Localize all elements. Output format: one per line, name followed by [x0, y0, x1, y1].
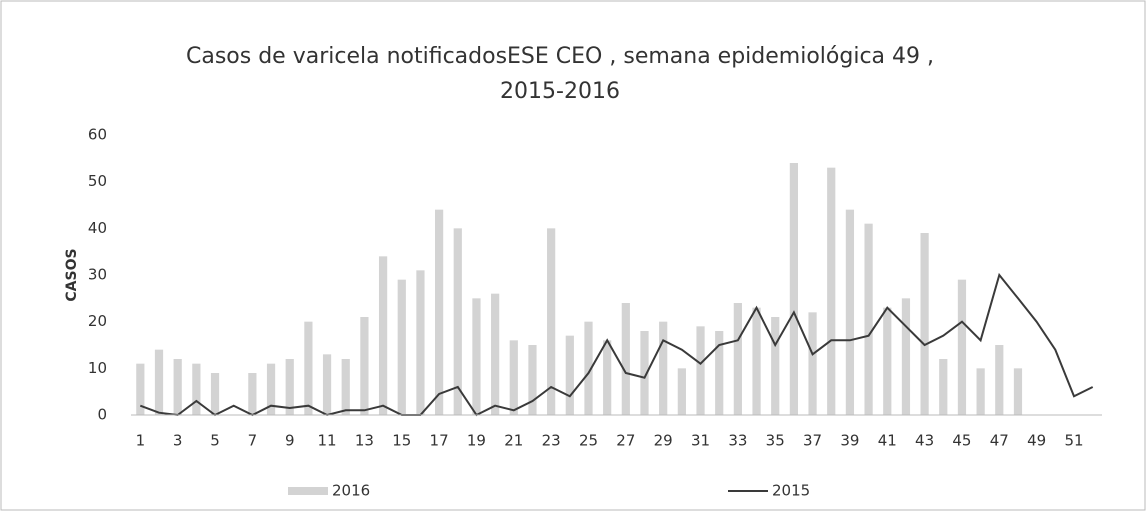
x-tick-label: 21 — [504, 432, 523, 450]
y-tick-label: 40 — [88, 219, 107, 237]
bar — [472, 298, 481, 415]
y-tick-label: 10 — [88, 359, 107, 377]
bar — [640, 331, 649, 415]
bar — [341, 359, 350, 415]
bar — [491, 293, 500, 415]
x-tick-label: 45 — [952, 432, 971, 450]
x-tick-label: 37 — [803, 432, 822, 450]
bar — [304, 321, 313, 415]
x-tick-label: 27 — [616, 432, 635, 450]
bar — [957, 279, 967, 415]
bar — [789, 163, 799, 415]
x-tick-label: 47 — [990, 432, 1009, 450]
x-tick-label: 1 — [136, 432, 146, 450]
bar — [827, 167, 836, 415]
line — [139, 272, 1094, 417]
chart-title: 2015-2016 — [500, 79, 620, 104]
x-tick-label: 51 — [1064, 432, 1083, 450]
bar — [696, 326, 705, 415]
bar — [621, 303, 630, 415]
bar — [397, 279, 406, 415]
bar — [266, 363, 276, 415]
bar — [603, 340, 612, 415]
y-tick-label: 20 — [88, 312, 107, 330]
chart-title: Casos de varicela notificadosESE CEO , s… — [186, 44, 934, 69]
x-tick-label: 39 — [840, 432, 859, 450]
x-tick-label: 25 — [579, 432, 598, 450]
bar — [285, 359, 294, 415]
x-tick-label: 13 — [355, 432, 374, 450]
bar — [677, 368, 686, 415]
bar — [528, 345, 537, 415]
bar — [434, 209, 444, 415]
x-tick-label: 17 — [430, 432, 449, 450]
bar — [192, 363, 201, 415]
bar — [453, 228, 462, 415]
bar — [976, 368, 985, 415]
bar — [715, 331, 724, 415]
legend-label: 2015 — [772, 482, 810, 500]
x-tick-label: 19 — [467, 432, 486, 450]
x-tick-label: 49 — [1027, 432, 1046, 450]
bar — [360, 317, 369, 415]
bar — [995, 345, 1004, 415]
y-tick-label: 0 — [97, 406, 107, 424]
bar — [659, 321, 668, 415]
bar — [920, 233, 929, 415]
x-tick-label: 29 — [654, 432, 673, 450]
bar — [565, 335, 574, 415]
x-tick-label: 3 — [173, 432, 183, 450]
bar — [378, 256, 388, 415]
bar — [901, 298, 911, 415]
x-tick-label: 35 — [766, 432, 785, 450]
bar — [808, 312, 817, 415]
x-tick-label: 9 — [285, 432, 295, 450]
x-tick-label: 43 — [915, 432, 934, 450]
y-tick-label: 60 — [88, 126, 107, 144]
bar — [1013, 368, 1023, 415]
x-tick-label: 31 — [691, 432, 710, 450]
x-tick-label: 23 — [542, 432, 561, 450]
bar — [883, 307, 892, 415]
y-tick-label: 30 — [88, 266, 107, 284]
bar — [248, 373, 257, 415]
bar — [416, 270, 425, 415]
x-tick-label: 41 — [878, 432, 897, 450]
y-tick-label: 50 — [88, 172, 107, 190]
legend-label: 2016 — [332, 482, 370, 500]
bar — [771, 317, 780, 415]
bar — [154, 349, 164, 415]
bar — [547, 228, 556, 415]
bar — [845, 209, 855, 415]
bar — [584, 321, 593, 415]
x-tick-label: 11 — [318, 432, 337, 450]
bar — [864, 223, 873, 415]
bar — [939, 359, 948, 415]
bar — [733, 303, 742, 415]
x-tick-label: 33 — [728, 432, 747, 450]
x-tick-label: 15 — [392, 432, 411, 450]
bar — [509, 340, 518, 415]
bar — [322, 354, 332, 415]
bar — [210, 373, 220, 415]
y-axis-label: CASOS — [64, 248, 80, 301]
bar — [752, 307, 761, 415]
bar — [136, 363, 145, 415]
x-tick-label: 7 — [248, 432, 258, 450]
bar — [173, 359, 182, 415]
x-tick-label: 5 — [210, 432, 220, 450]
legend-swatch — [288, 487, 328, 495]
